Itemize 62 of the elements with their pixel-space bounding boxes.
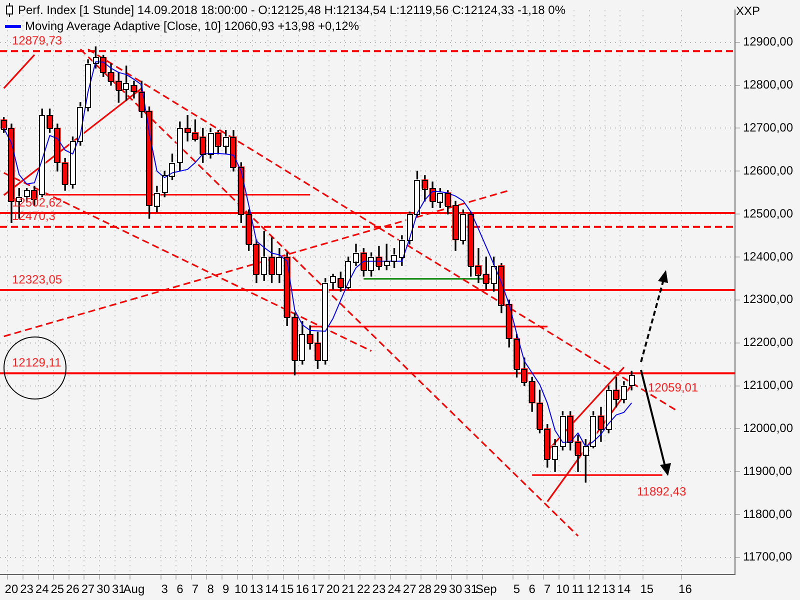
y-tick-label: 12400,00 [742,249,794,264]
x-tick-label: 29 [434,582,448,596]
ref-line-label: 12129,11 [12,356,62,370]
x-tick-label: 16 [678,582,692,596]
x-tick-label: 15 [280,582,294,596]
y-tick-label: 12100,00 [742,378,794,392]
x-tick-label: 27 [402,582,417,596]
y-tick-label: 12300,00 [742,292,794,306]
x-tick-label: 14 [265,582,279,596]
x-tick-label: 22 [356,582,371,596]
y-axis-title: XXP [736,4,760,18]
x-tick-label: 9 [222,582,230,596]
x-tick-label: 15 [640,582,654,596]
x-tick-label: 27 [81,582,96,596]
x-tick-label: Sep [475,582,498,596]
x-tick-label: 30 [96,582,110,596]
y-tick-label: 12800,00 [742,78,794,92]
x-tick-label: 6 [176,582,184,596]
x-tick-label: Aug [123,582,145,596]
x-tick-label: 13 [602,582,616,596]
chart-title: Perf. Index [1 Stunde] 14.09.2018 18:00:00 - O:12125,48 H:12134,54 L:12119,56 C:12124,33 -1,18 0% [18,2,566,18]
y-tick-label: 11700,00 [742,550,792,564]
y-tick-label: 12000,00 [742,420,794,435]
y-tick-label: 12500,00 [742,206,794,220]
x-tick-label: 24 [35,582,50,596]
y-tick-label: 12900,00 [742,34,794,49]
y-tick-label: 12200,00 [742,335,794,350]
x-tick-label: 8 [207,582,214,596]
x-tick-label: 24 [388,582,402,596]
annotation: 11892,43 [637,484,686,499]
x-tick-label: 7 [544,582,552,596]
annotation: 12059,01 [648,380,698,395]
x-tick-label: 10 [556,582,570,596]
x-tick-label: 28 [418,582,432,596]
x-tick-label: 14 [617,582,631,596]
x-tick-label: 21 [342,582,356,596]
x-tick-label: 26 [66,582,80,596]
x-tick-label: 7 [192,582,199,596]
x-tick-label: 31 [464,582,478,596]
x-tick-label: 23 [372,582,386,596]
x-tick-label: 11 [572,582,585,596]
legend-label: Moving Average Adaptive [Close, 10] 12060,93 +13,98 +0,12% [25,18,360,34]
x-tick-label: 20 [326,582,340,596]
x-tick-label: 30 [448,582,463,596]
x-tick-label: 10 [234,582,248,596]
x-tick-label: 25 [50,582,64,596]
x-tick-label: 23 [20,582,34,596]
y-tick-label: 12600,00 [742,163,794,178]
x-tick-label: 13 [250,582,264,596]
ref-line-label: 12323,05 [12,272,62,286]
x-tick-label: 12 [586,582,600,596]
x-tick-label: 17 [311,582,325,596]
x-tick-label: 3 [161,582,168,596]
x-tick-label: 31 [112,582,126,596]
y-tick-label: 12700,00 [742,120,794,135]
x-tick-label: 20 [4,582,18,596]
x-tick-label: 5 [513,582,520,596]
x-tick-label: 6 [528,582,536,596]
y-tick-label: 11800,00 [742,506,792,521]
y-tick-label: 11900,00 [742,464,792,478]
x-tick-label: 16 [296,582,310,596]
ref-line-label: 12879,73 [12,33,62,48]
